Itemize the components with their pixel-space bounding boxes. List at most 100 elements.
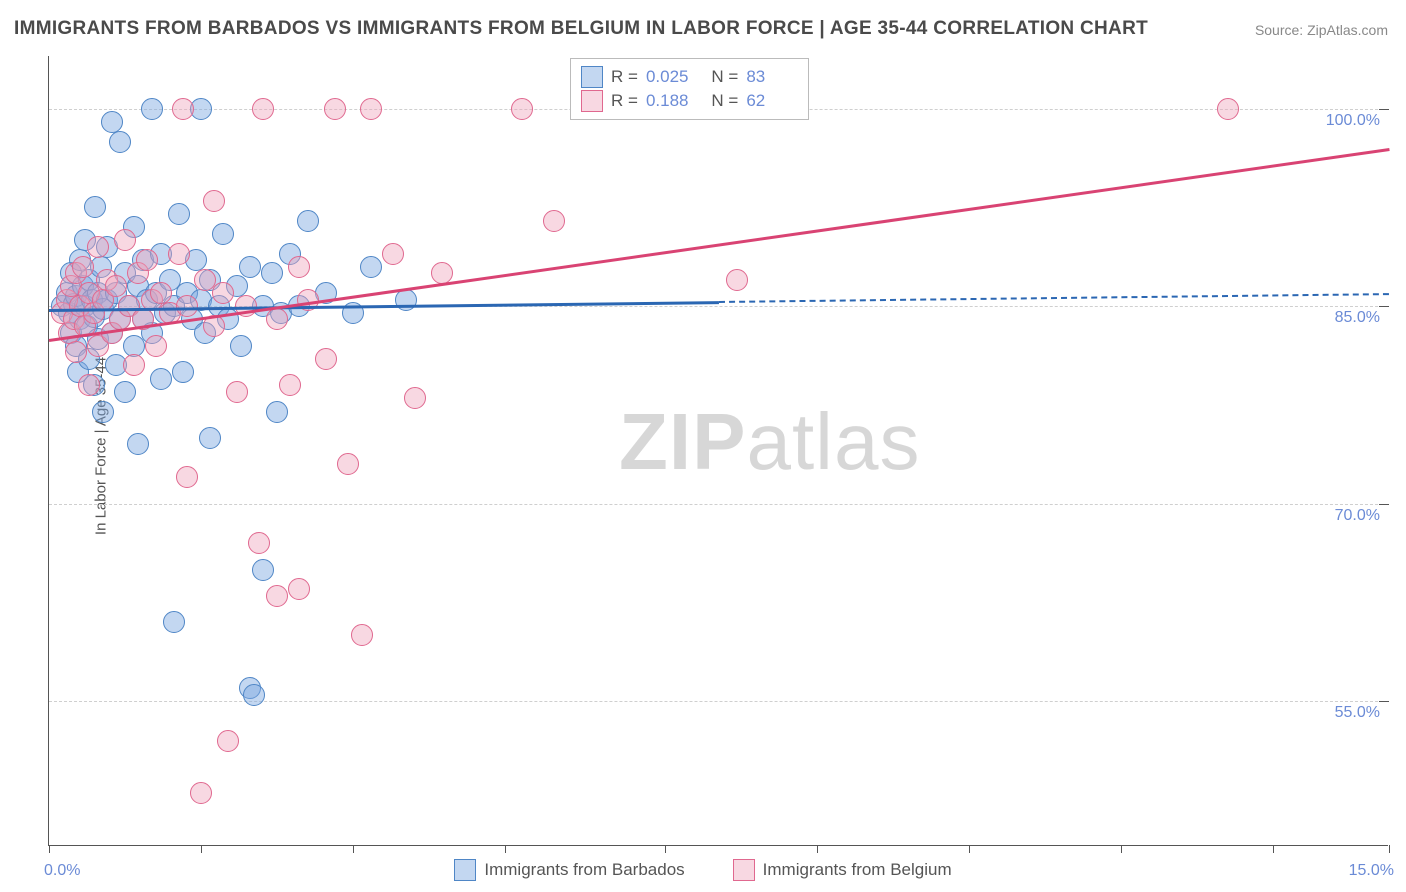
legend-n-value: 83 — [746, 65, 794, 89]
data-point-barbados — [360, 256, 382, 278]
legend-swatch-belgium — [581, 90, 603, 112]
x-axis-max-label: 15.0% — [1349, 862, 1394, 880]
x-tick — [1121, 845, 1122, 853]
legend-row-barbados: R = 0.025 N = 83 — [581, 65, 794, 89]
legend-n-label: N = — [702, 65, 738, 89]
data-point-belgium — [288, 578, 310, 600]
data-point-belgium — [288, 256, 310, 278]
data-point-belgium — [511, 98, 533, 120]
watermark: ZIPatlas — [619, 396, 920, 488]
data-point-belgium — [217, 730, 239, 752]
data-point-barbados — [84, 196, 106, 218]
data-point-belgium — [65, 341, 87, 363]
x-tick — [665, 845, 666, 853]
data-point-belgium — [266, 308, 288, 330]
data-point-barbados — [141, 98, 163, 120]
data-point-belgium — [360, 98, 382, 120]
x-tick — [969, 845, 970, 853]
legend-correlation: R = 0.025 N = 83R = 0.188 N = 62 — [570, 58, 809, 120]
data-point-belgium — [351, 624, 373, 646]
data-point-barbados — [252, 559, 274, 581]
data-point-belgium — [145, 335, 167, 357]
x-tick — [1273, 845, 1274, 853]
data-point-barbados — [150, 368, 172, 390]
data-point-barbados — [101, 111, 123, 133]
legend-item-belgium: Immigrants from Belgium — [733, 859, 952, 881]
x-axis-min-label: 0.0% — [44, 862, 80, 880]
x-tick — [49, 845, 50, 853]
data-point-belgium — [1217, 98, 1239, 120]
y-tick-label: 55.0% — [1335, 704, 1380, 722]
data-point-barbados — [92, 401, 114, 423]
data-point-barbados — [230, 335, 252, 357]
regression-line — [719, 293, 1389, 303]
legend-r-label: R = — [611, 89, 638, 113]
x-tick — [817, 845, 818, 853]
legend-n-label: N = — [702, 89, 738, 113]
legend-swatch-barbados — [581, 66, 603, 88]
data-point-belgium — [168, 243, 190, 265]
data-point-barbados — [297, 210, 319, 232]
x-tick — [201, 845, 202, 853]
data-point-belgium — [87, 236, 109, 258]
data-point-barbados — [172, 361, 194, 383]
y-tick — [1379, 701, 1389, 702]
data-point-barbados — [261, 262, 283, 284]
legend-item-barbados: Immigrants from Barbados — [454, 859, 684, 881]
data-point-belgium — [248, 532, 270, 554]
data-point-belgium — [114, 229, 136, 251]
x-tick — [1389, 845, 1390, 853]
data-point-belgium — [543, 210, 565, 232]
data-point-belgium — [150, 282, 172, 304]
data-point-barbados — [212, 223, 234, 245]
data-point-barbados — [239, 256, 261, 278]
data-point-barbados — [163, 611, 185, 633]
legend-r-value: 0.025 — [646, 65, 694, 89]
legend-label: Immigrants from Belgium — [763, 860, 952, 880]
data-point-belgium — [726, 269, 748, 291]
data-point-belgium — [315, 348, 337, 370]
y-tick-label: 70.0% — [1335, 507, 1380, 525]
data-point-belgium — [176, 295, 198, 317]
data-point-barbados — [243, 684, 265, 706]
data-point-belgium — [203, 190, 225, 212]
data-point-belgium — [337, 453, 359, 475]
y-tick-label: 100.0% — [1326, 112, 1380, 130]
chart-title: IMMIGRANTS FROM BARBADOS VS IMMIGRANTS F… — [14, 18, 1148, 40]
data-point-belgium — [252, 98, 274, 120]
source-label: Source: ZipAtlas.com — [1255, 22, 1388, 38]
data-point-belgium — [212, 282, 234, 304]
data-point-belgium — [279, 374, 301, 396]
data-point-barbados — [168, 203, 190, 225]
watermark-bold: ZIP — [619, 397, 746, 486]
data-point-belgium — [382, 243, 404, 265]
regression-line — [49, 148, 1389, 342]
plot-area: ZIPatlas 55.0% 70.0% 85.0% 100.0% — [48, 56, 1388, 846]
data-point-belgium — [172, 98, 194, 120]
y-tick — [1379, 504, 1389, 505]
legend-r-label: R = — [611, 65, 638, 89]
legend-label: Immigrants from Barbados — [484, 860, 684, 880]
data-point-belgium — [226, 381, 248, 403]
data-point-barbados — [127, 433, 149, 455]
data-point-belgium — [78, 374, 100, 396]
x-tick — [353, 845, 354, 853]
gridline — [49, 504, 1388, 505]
watermark-light: atlas — [746, 397, 920, 486]
data-point-belgium — [72, 256, 94, 278]
data-point-barbados — [266, 401, 288, 423]
y-tick — [1379, 306, 1389, 307]
data-point-belgium — [136, 249, 158, 271]
legend-swatch-barbados — [454, 859, 476, 881]
legend-row-belgium: R = 0.188 N = 62 — [581, 89, 794, 113]
data-point-belgium — [266, 585, 288, 607]
data-point-barbados — [114, 381, 136, 403]
y-tick-label: 85.0% — [1335, 309, 1380, 327]
data-point-belgium — [176, 466, 198, 488]
legend-r-value: 0.188 — [646, 89, 694, 113]
legend-n-value: 62 — [746, 89, 794, 113]
data-point-belgium — [324, 98, 346, 120]
x-tick — [505, 845, 506, 853]
data-point-barbados — [109, 131, 131, 153]
data-point-belgium — [123, 354, 145, 376]
